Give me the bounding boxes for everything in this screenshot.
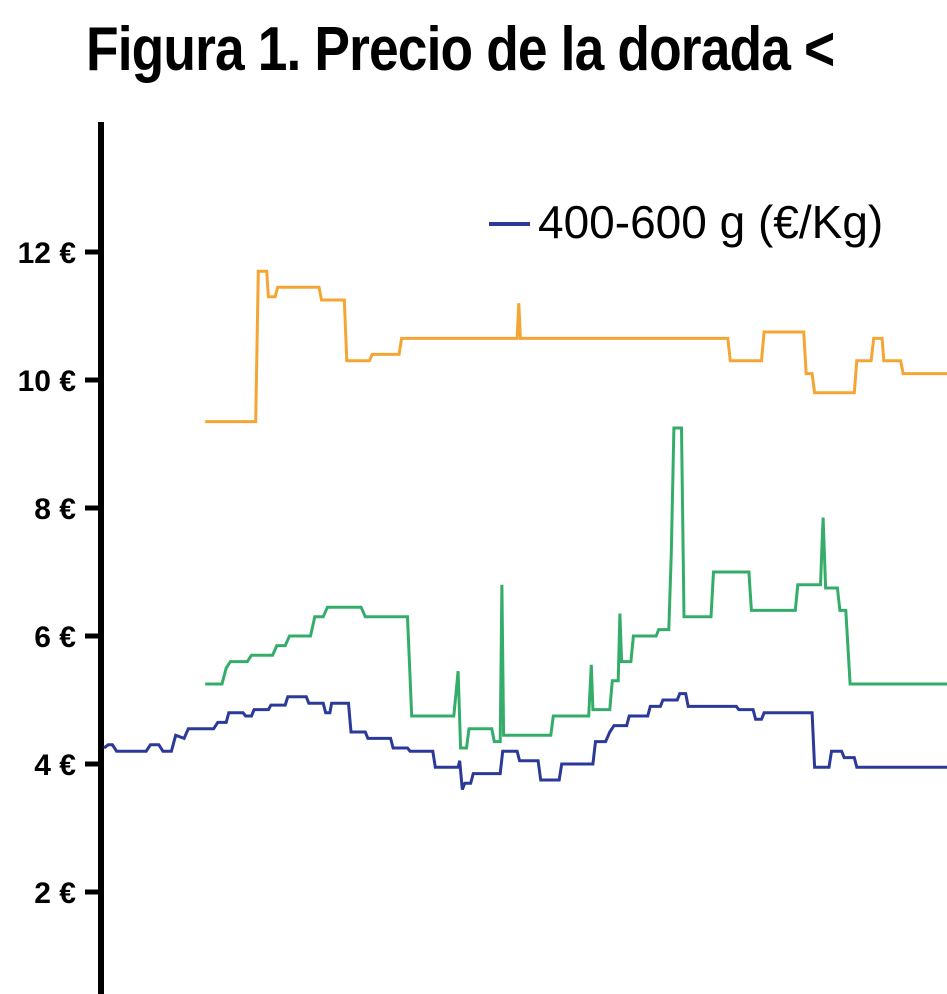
legend-label: 400-600 g (€/Kg)	[538, 196, 883, 248]
y-tick-label: 12 €	[18, 237, 77, 270]
y-tick-label: 10 €	[18, 365, 77, 398]
series-line-0	[103, 692, 947, 791]
y-tick-label: 8 €	[34, 493, 76, 526]
legend: 400-600 g (€/Kg)	[489, 196, 883, 248]
y-tick-label: 6 €	[34, 621, 76, 654]
y-tick-label: 4 €	[34, 749, 76, 782]
chart-title: Figura 1. Precio de la dorada <	[86, 15, 835, 84]
series-line-1	[205, 426, 947, 750]
series-line-2	[205, 269, 947, 424]
y-tick-label: 2 €	[34, 877, 76, 910]
series-layer	[103, 269, 947, 791]
y-axis-ticks: 2 € 4 € 6 € 8 € 10 € 12 €	[18, 237, 101, 910]
